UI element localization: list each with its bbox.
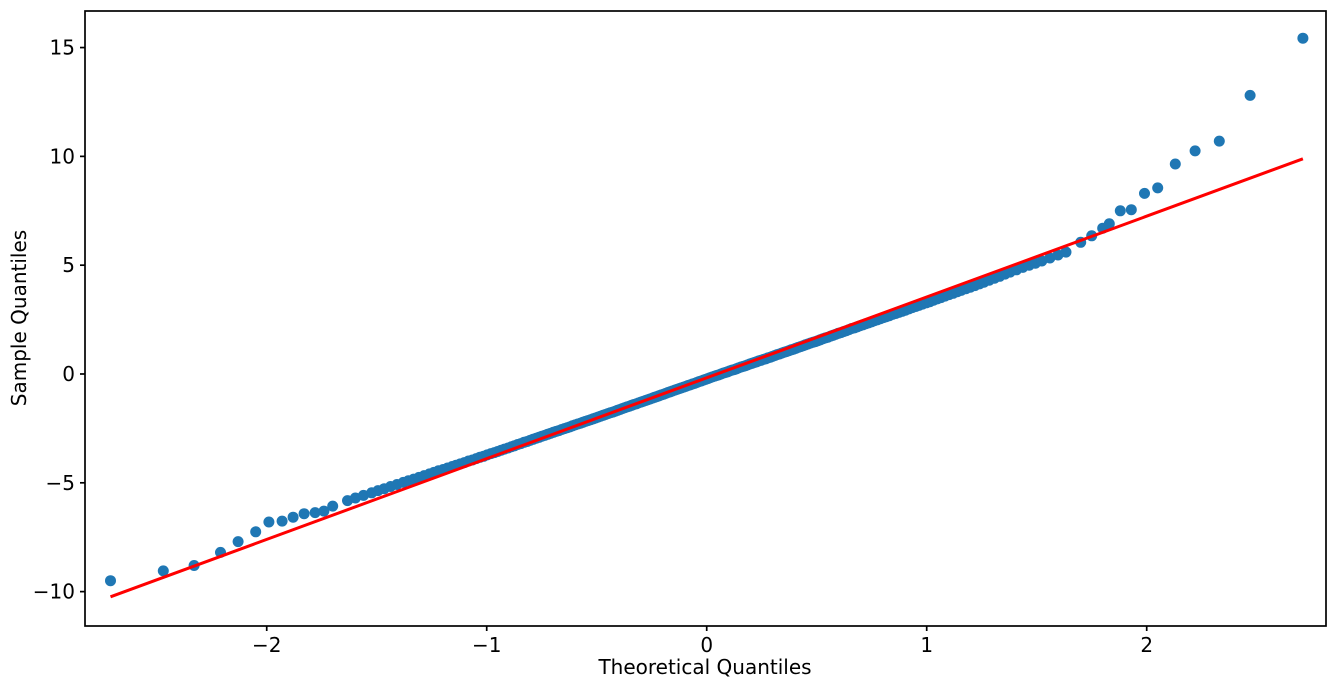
data-point: [1060, 246, 1072, 258]
y-tick-label: 15: [50, 36, 75, 60]
data-point: [298, 508, 310, 520]
data-point: [287, 511, 299, 523]
x-tick-label: 0: [700, 633, 713, 657]
data-point: [1103, 218, 1115, 230]
data-point: [1244, 89, 1256, 101]
data-point: [1125, 204, 1137, 216]
y-tick-label: 10: [50, 144, 75, 168]
x-tick-label: 1: [920, 633, 933, 657]
data-point: [1213, 135, 1225, 147]
data-point: [250, 526, 262, 538]
y-axis-title: Sample Quantiles: [7, 229, 31, 407]
data-point: [1297, 32, 1309, 44]
data-point: [1189, 145, 1201, 157]
data-point: [232, 536, 244, 548]
x-tick-label: −2: [252, 633, 281, 657]
data-point: [276, 515, 288, 527]
data-point: [309, 507, 321, 519]
data-point: [263, 516, 275, 528]
plot-box: [84, 10, 1327, 627]
y-tick-label: −10: [33, 580, 75, 604]
data-point: [1139, 187, 1150, 199]
data-point: [318, 505, 330, 517]
data-point: [1169, 158, 1181, 170]
y-tick-label: 0: [62, 362, 75, 386]
y-tick-label: −5: [46, 471, 75, 495]
reference-line: [109, 157, 1304, 599]
data-point: [1152, 182, 1164, 194]
data-point: [157, 565, 169, 577]
x-axis-title: Theoretical Quantiles: [598, 655, 812, 679]
data-point: [1114, 205, 1126, 217]
x-tick-label: −1: [472, 633, 501, 657]
data-point: [327, 500, 339, 512]
data-point: [105, 575, 116, 587]
y-tick-label: 5: [62, 253, 75, 277]
x-tick-label: 2: [1140, 633, 1153, 657]
